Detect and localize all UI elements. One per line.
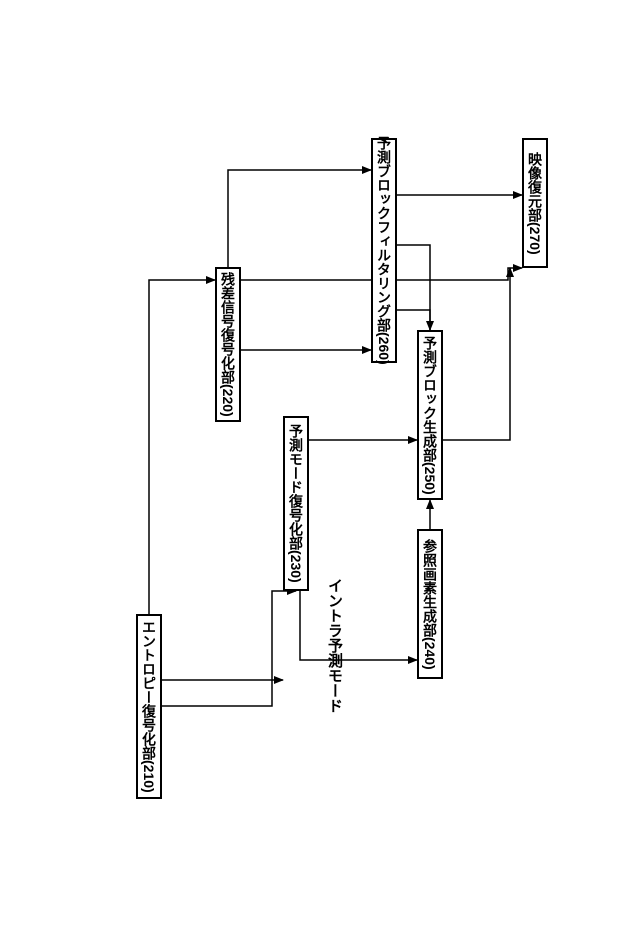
node-refpix-label: 参照画素生成部(240): [420, 539, 440, 670]
node-predmode: 予測モード復号化部(230): [283, 416, 309, 591]
label-intra-mode: イントラ予測モード: [324, 578, 345, 713]
node-predblk-label: 予測ブロック生成部(250): [420, 336, 440, 495]
node-entropy: エントロピー復号化部(210): [136, 614, 162, 799]
node-predmode-label: 予測モード復号化部(230): [286, 424, 306, 583]
node-entropy-label: エントロピー復号化部(210): [139, 620, 159, 793]
node-residual: 残差信号復号化部(220): [215, 267, 241, 422]
node-residual-label: 残差信号復号化部(220): [218, 272, 238, 417]
node-refpix: 参照画素生成部(240): [417, 529, 443, 679]
node-predblk: 予測ブロック生成部(250): [417, 330, 443, 500]
node-filter-label: 予測ブロックフィルタリング部(260): [374, 136, 394, 365]
node-filter: 予測ブロックフィルタリング部(260): [371, 138, 397, 363]
node-restore-label: 映像復元部(270): [525, 152, 545, 255]
node-restore: 映像復元部(270): [522, 138, 548, 268]
diagram-canvas: エントロピー復号化部(210) 残差信号復号化部(220) 予測モード復号化部(…: [0, 0, 640, 944]
